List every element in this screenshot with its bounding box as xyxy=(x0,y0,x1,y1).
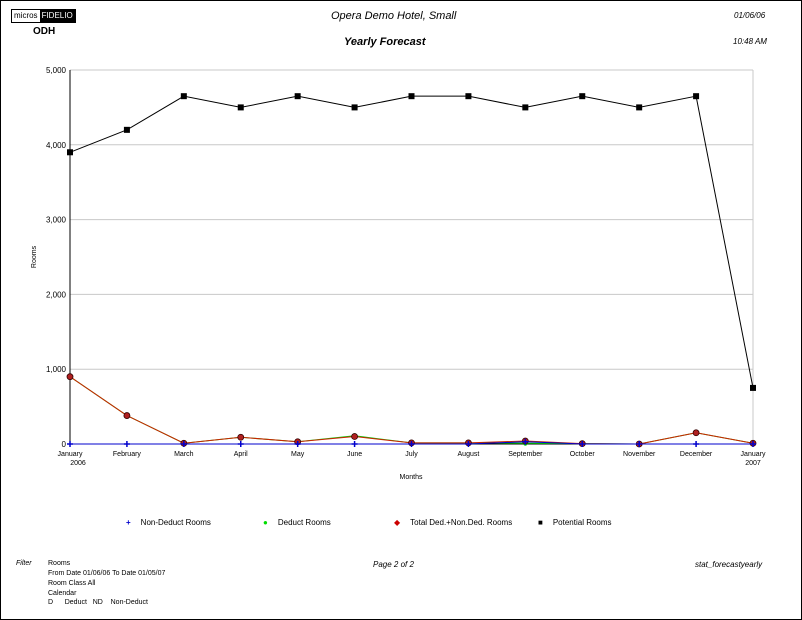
data-point-total xyxy=(692,429,700,437)
x-axis-title: Months xyxy=(400,474,423,481)
legend-deduct: ● Deduct Rooms xyxy=(263,518,331,527)
x-tick-label: March xyxy=(174,451,194,458)
x-tick-label: July xyxy=(405,451,418,458)
data-point-potential xyxy=(180,93,187,100)
data-point-non-deduct xyxy=(465,441,472,447)
legend-total: ◆ Total Ded.+Non.Ded. Rooms xyxy=(394,518,512,527)
filter-label: Filter xyxy=(16,560,32,567)
x-tick-label: April xyxy=(234,451,248,458)
circle-marker-icon: ● xyxy=(263,518,268,527)
data-point-non-deduct xyxy=(237,441,244,447)
data-point-non-deduct xyxy=(123,441,130,447)
page-number: Page 2 of 2 xyxy=(373,560,414,569)
legend-label: Deduct Rooms xyxy=(277,518,331,527)
data-point-non-deduct xyxy=(522,438,529,445)
hotel-name: Opera Demo Hotel, Small xyxy=(331,10,457,22)
x-tick-sublabel: 2007 xyxy=(745,460,761,467)
data-point-potential xyxy=(693,93,700,100)
x-tick-label: May xyxy=(291,451,305,458)
y-tick-label: 5,000 xyxy=(46,66,67,75)
filter-line: Room Class All xyxy=(48,580,96,587)
x-tick-label: November xyxy=(623,451,656,458)
logo-right: FIDELIO xyxy=(39,10,75,22)
data-point-non-deduct xyxy=(351,441,358,447)
data-point-total xyxy=(123,412,131,419)
data-point-potential xyxy=(123,126,130,133)
data-point-non-deduct xyxy=(693,441,700,447)
x-tick-label: August xyxy=(458,451,480,458)
y-axis-title: Rooms xyxy=(31,245,38,268)
data-point-potential xyxy=(522,104,529,111)
legend-label: Total Ded.+Non.Ded. Rooms xyxy=(410,518,513,527)
plus-marker-icon: + xyxy=(126,518,131,527)
logo-left: micros xyxy=(14,11,38,20)
data-point-potential xyxy=(408,93,415,100)
x-tick-label: January xyxy=(741,451,766,458)
filter-line: Calendar xyxy=(48,590,77,597)
yearly-forecast-chart: 0 1,000 2,000 3,000 4,000 5,000 January 2006 Feb… xyxy=(31,66,766,481)
legend-label: Potential Rooms xyxy=(552,518,612,527)
filter-line: D Deduct ND Non-Deduct xyxy=(48,599,148,606)
data-point-non-deduct xyxy=(180,441,187,447)
legend-label: Non-Deduct Rooms xyxy=(140,518,211,527)
y-tick-label: 1,000 xyxy=(46,365,67,374)
y-tick-label: 4,000 xyxy=(46,141,67,150)
data-point-total xyxy=(66,373,74,381)
data-point-non-deduct xyxy=(408,441,415,447)
data-point-potential xyxy=(294,93,301,100)
data-point-total xyxy=(351,433,358,440)
x-tick-label: December xyxy=(680,451,713,458)
x-tick-label: September xyxy=(508,451,543,458)
square-marker-icon: ■ xyxy=(538,518,543,527)
y-tick-label: 2,000 xyxy=(46,290,67,299)
filter-line: From Date 01/06/06 To Date 01/05/07 xyxy=(48,570,166,577)
series-line-1 xyxy=(69,376,754,445)
x-tick-label: June xyxy=(347,451,362,458)
data-point-non-deduct xyxy=(750,441,756,447)
data-point-total xyxy=(237,433,245,441)
data-point-potential xyxy=(465,93,472,100)
data-point-non-deduct xyxy=(67,441,73,447)
data-point-potential xyxy=(67,149,73,156)
data-point-non-deduct xyxy=(294,441,301,447)
diamond-marker-icon: ◆ xyxy=(394,518,401,527)
data-point-non-deduct xyxy=(579,441,586,447)
x-tick-label: January xyxy=(58,451,83,458)
report-time: 10:48 AM xyxy=(733,37,767,46)
property-code: ODH xyxy=(33,26,56,37)
data-point-potential xyxy=(750,384,756,391)
data-point-potential xyxy=(237,104,244,111)
series-line-2 xyxy=(69,376,754,445)
filter-line: Rooms xyxy=(48,560,71,567)
report-date: 01/06/06 xyxy=(734,11,766,20)
x-tick-sublabel: 2006 xyxy=(70,460,86,467)
y-tick-label: 3,000 xyxy=(46,216,67,225)
data-point-potential xyxy=(579,93,586,100)
legend-potential: ■ Potential Rooms xyxy=(538,518,612,527)
data-point-non-deduct xyxy=(636,441,643,447)
report-title: Yearly Forecast xyxy=(344,36,426,48)
legend-non-deduct: + Non-Deduct Rooms xyxy=(126,518,211,527)
x-tick-label: October xyxy=(570,451,596,458)
micros-fidelio-logo: micros FIDELIO xyxy=(11,9,76,23)
data-point-potential xyxy=(351,104,358,111)
series-line-3 xyxy=(69,95,754,388)
x-tick-label: February xyxy=(113,451,142,458)
y-tick-label: 0 xyxy=(62,440,67,449)
data-point-potential xyxy=(636,104,643,111)
report-name: stat_forecastyearly xyxy=(695,560,763,569)
